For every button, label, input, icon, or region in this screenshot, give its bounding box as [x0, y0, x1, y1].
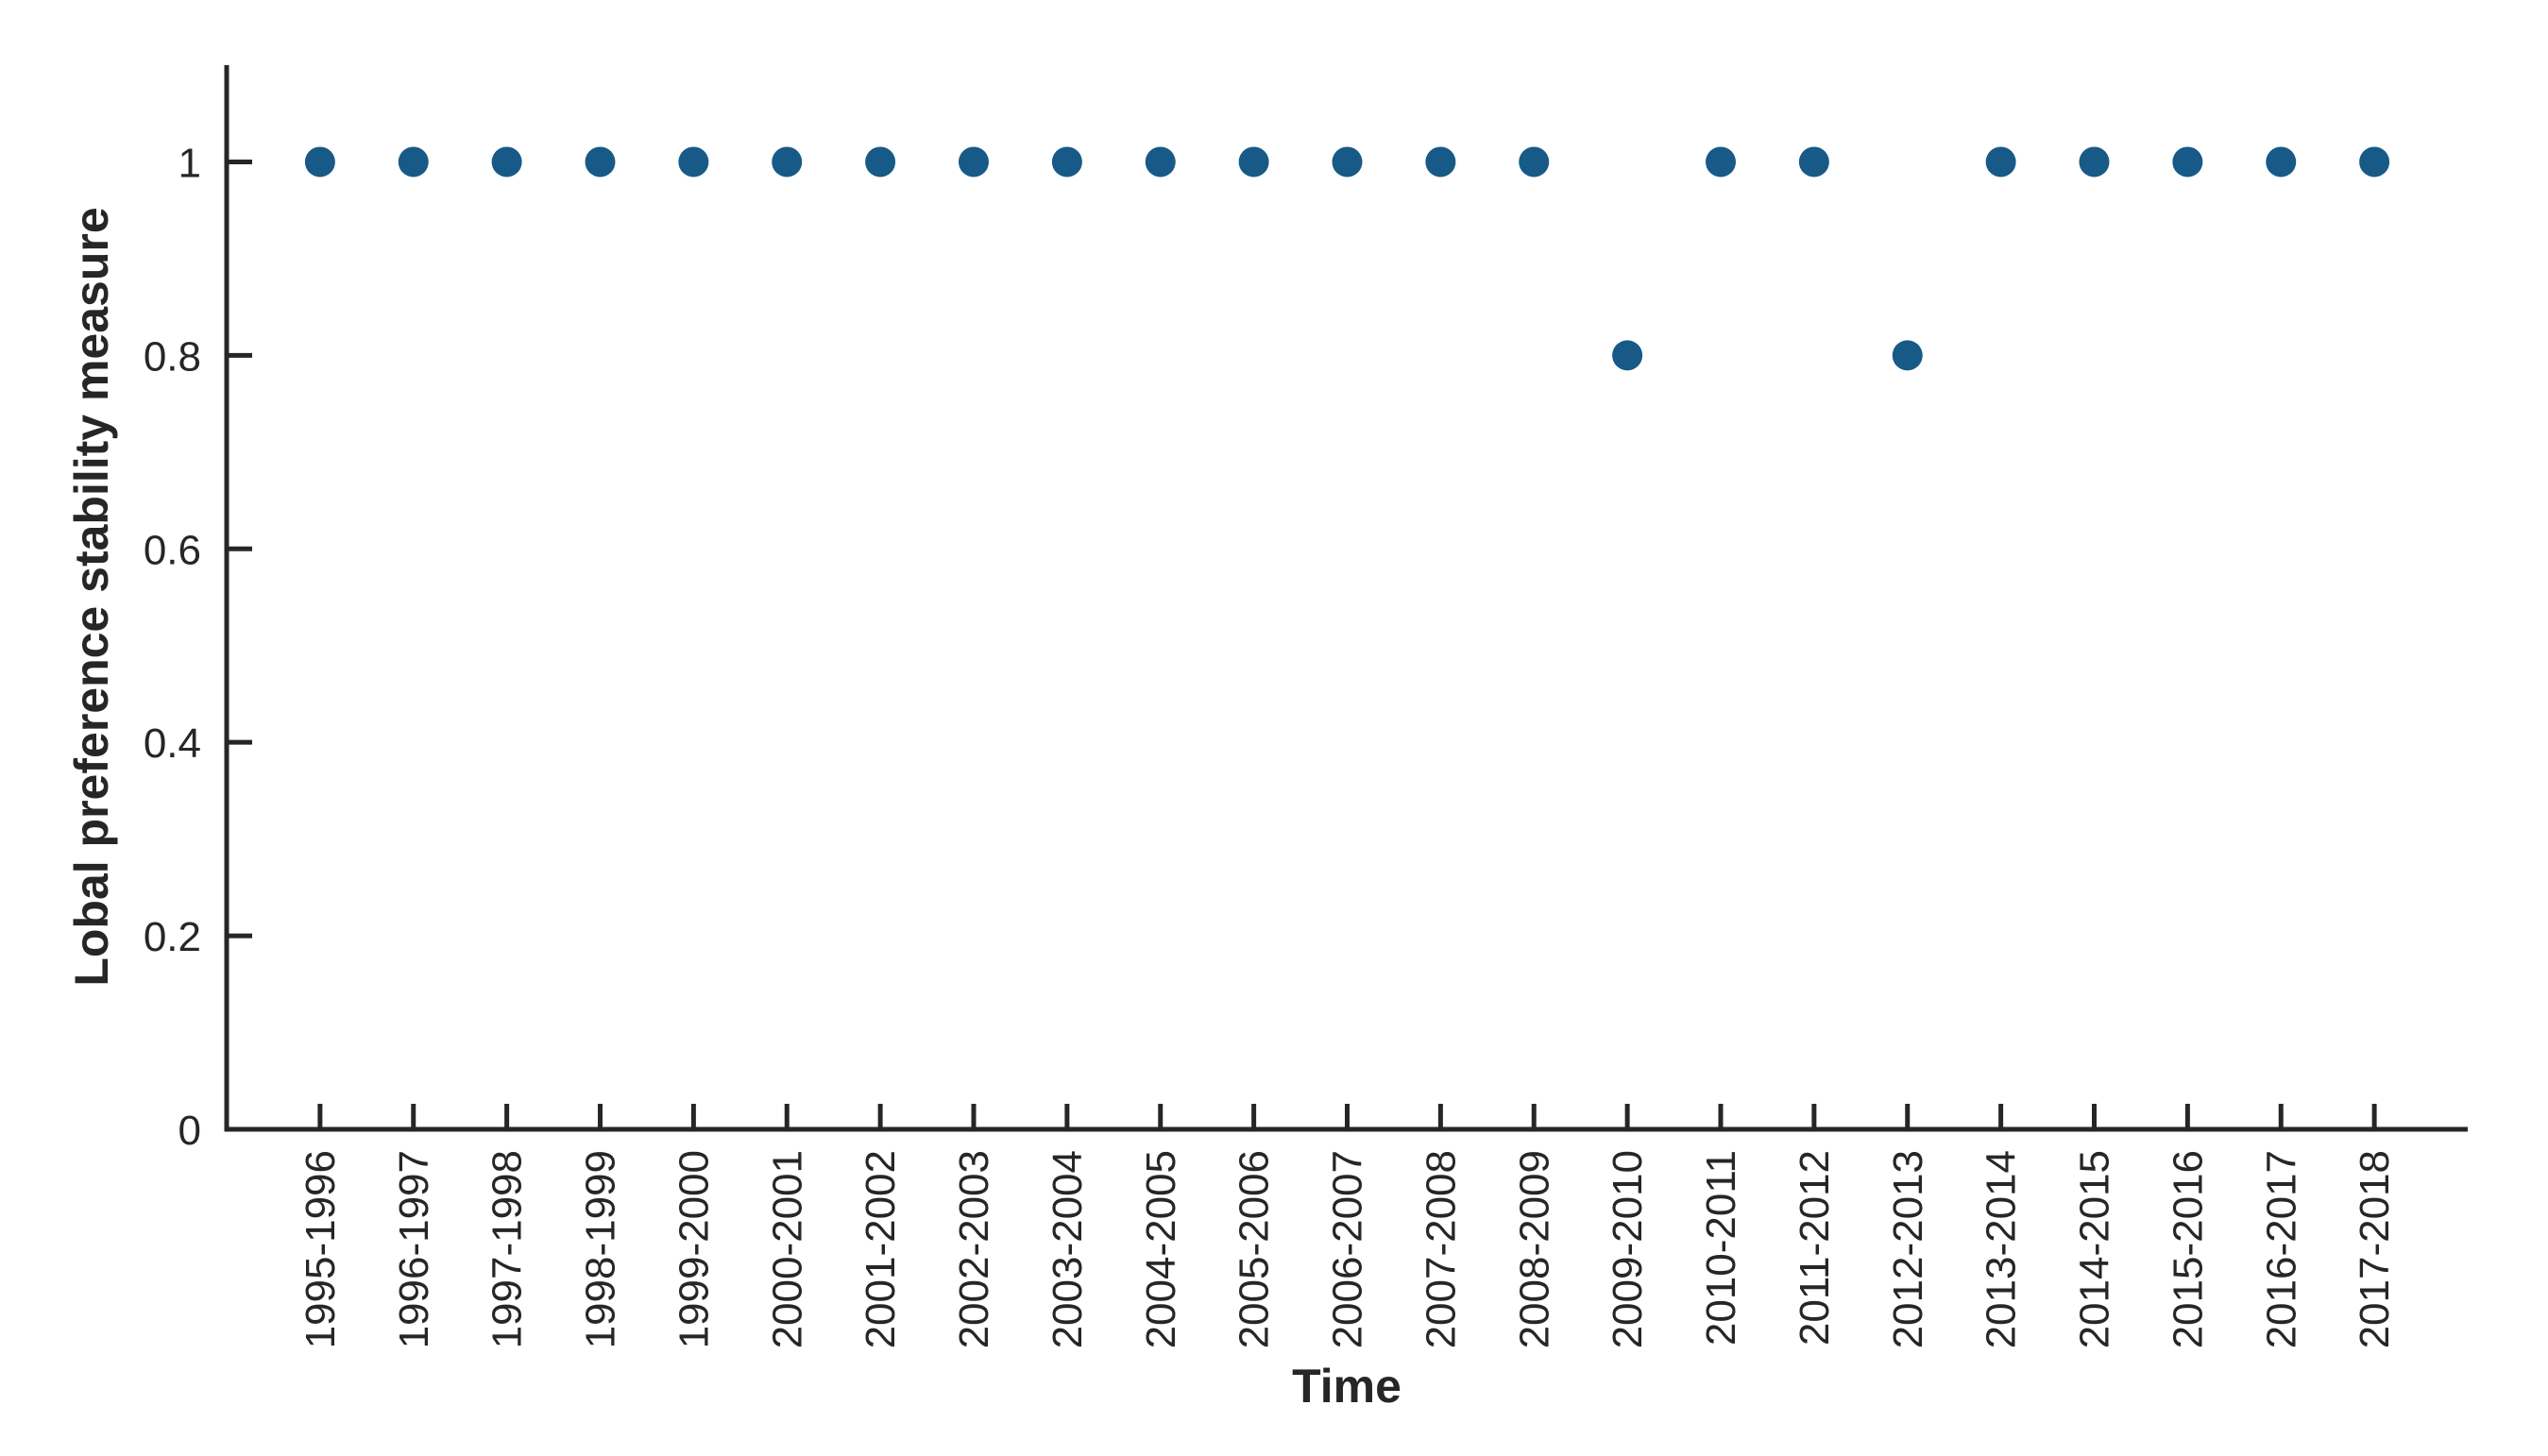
y-tick-label: 0 — [178, 1108, 201, 1154]
x-tick-label: 2017-2018 — [2352, 1150, 2398, 1348]
x-tick-label: 2000-2001 — [764, 1150, 810, 1348]
x-tick-label: 1996-1997 — [391, 1150, 437, 1348]
data-point — [1612, 340, 1643, 371]
data-point — [398, 146, 429, 178]
data-point — [1425, 146, 1456, 178]
data-point — [1519, 146, 1550, 178]
y-tick-label: 0.6 — [144, 527, 201, 573]
x-tick-label: 2016-2017 — [2258, 1150, 2304, 1348]
x-tick-label: 2001-2002 — [858, 1150, 904, 1348]
x-tick-label: 2013-2014 — [1979, 1150, 2025, 1348]
x-tick-label: 2008-2009 — [1511, 1150, 1557, 1348]
x-tick-label: 1998-1999 — [578, 1150, 624, 1348]
x-axis-title: Time — [1292, 1360, 1401, 1413]
x-tick-label: 2015-2016 — [2165, 1150, 2211, 1348]
data-point — [1892, 340, 1923, 371]
x-tick-label: 1999-2000 — [671, 1150, 717, 1348]
data-point — [2079, 146, 2110, 178]
data-point — [1332, 146, 1363, 178]
x-tick-label: 2003-2004 — [1045, 1150, 1091, 1348]
data-point — [678, 146, 709, 178]
y-axis-title: Lobal preference stability measure — [65, 207, 118, 987]
x-tick-label: 2010-2011 — [1698, 1150, 1744, 1346]
data-point — [2266, 146, 2297, 178]
x-tick-label: 2012-2013 — [1885, 1150, 1931, 1348]
data-point — [1051, 146, 1082, 178]
data-point — [304, 146, 335, 178]
data-point — [1706, 146, 1736, 178]
data-point — [1145, 146, 1176, 178]
x-tick-label: 2011-2012 — [1792, 1150, 1838, 1346]
x-tick-label: 2005-2006 — [1232, 1150, 1278, 1348]
data-point — [2359, 146, 2390, 178]
data-point — [772, 146, 803, 178]
x-tick-label: 2009-2010 — [1605, 1150, 1651, 1348]
data-point — [491, 146, 522, 178]
x-tick-label: 2006-2007 — [1325, 1150, 1371, 1348]
data-point — [1798, 146, 1829, 178]
x-tick-label: 2014-2015 — [2072, 1150, 2118, 1348]
y-tick-label: 0.4 — [144, 720, 201, 767]
data-point — [1985, 146, 2016, 178]
y-tick-label: 0.2 — [144, 914, 201, 960]
y-tick-label: 1 — [178, 140, 201, 186]
x-tick-label: 1997-1998 — [484, 1150, 531, 1348]
data-point — [1238, 146, 1269, 178]
data-point — [585, 146, 616, 178]
x-tick-label: 2002-2003 — [951, 1150, 997, 1348]
data-point — [2172, 146, 2203, 178]
x-tick-label: 1995-1996 — [297, 1150, 344, 1348]
y-tick-label: 0.8 — [144, 333, 201, 380]
x-tick-label: 2007-2008 — [1418, 1150, 1464, 1348]
data-point — [959, 146, 989, 178]
x-tick-label: 2004-2005 — [1138, 1150, 1184, 1348]
data-point — [865, 146, 896, 178]
